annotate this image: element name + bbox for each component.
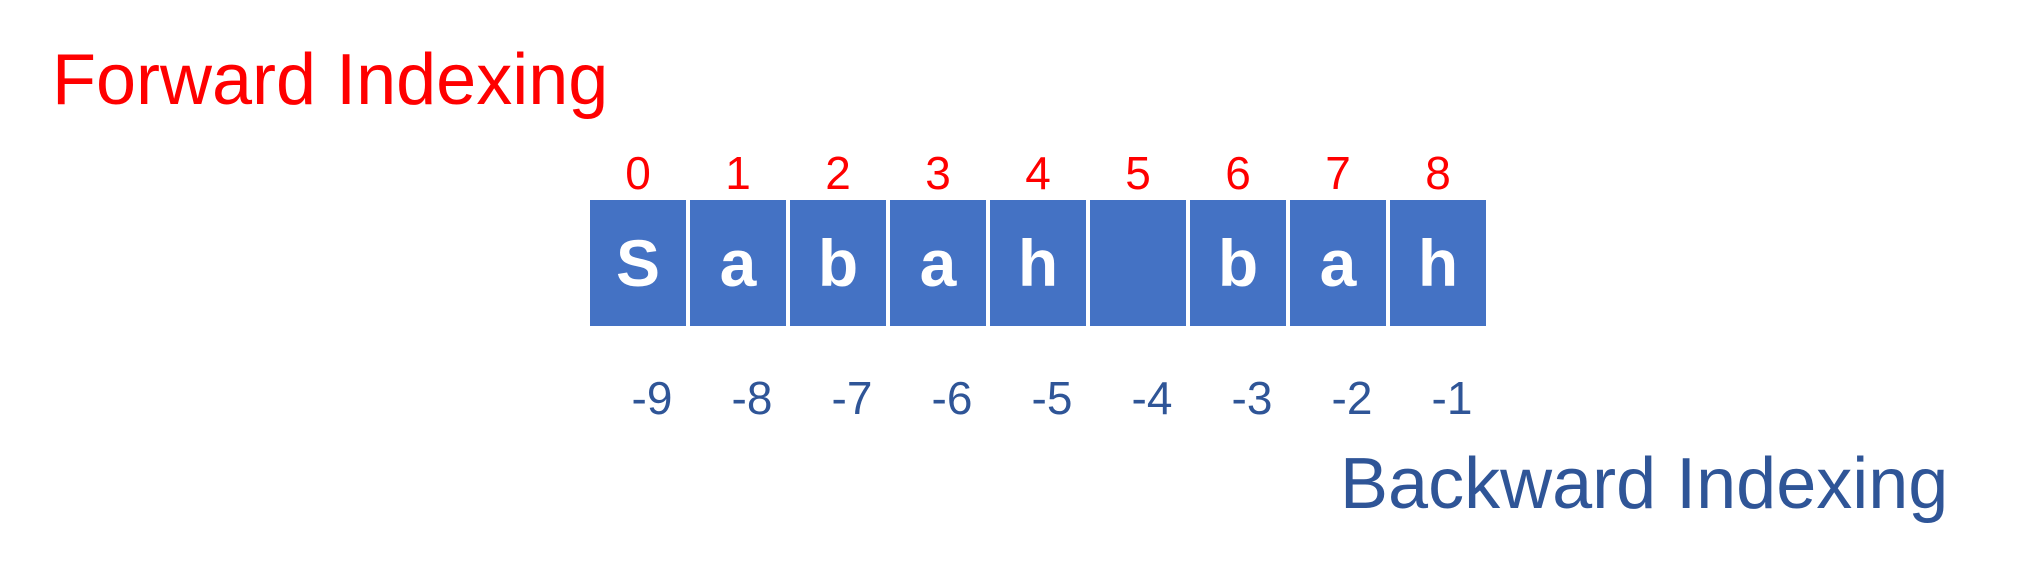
backward-index-1: -8 xyxy=(731,372,773,424)
forward-index-4: 4 xyxy=(1025,147,1051,199)
forward-indexing-title: Forward Indexing xyxy=(52,40,609,120)
backward-index-6: -3 xyxy=(1231,372,1273,424)
char-cell-0: S xyxy=(590,200,686,326)
forward-index-6: 6 xyxy=(1225,147,1251,199)
backward-index-0: -9 xyxy=(631,372,673,424)
forward-index-8: 8 xyxy=(1425,147,1451,199)
backward-index-3: -6 xyxy=(931,372,973,424)
forward-index-row: 0 1 2 3 4 5 6 7 8 xyxy=(590,145,1486,201)
char-cell-2: b xyxy=(790,200,886,326)
string-cells-row: S a b a h b a h xyxy=(590,200,1486,326)
char-cell-5 xyxy=(1090,200,1186,326)
char-cell-7: a xyxy=(1290,200,1386,326)
forward-index-3: 3 xyxy=(925,147,951,199)
backward-indexing-title: Backward Indexing xyxy=(1340,444,1949,524)
backward-index-5: -4 xyxy=(1131,372,1173,424)
backward-index-2: -7 xyxy=(831,372,873,424)
backward-index-4: -5 xyxy=(1031,372,1073,424)
forward-index-0: 0 xyxy=(625,147,651,199)
forward-index-1: 1 xyxy=(725,147,751,199)
forward-index-7: 7 xyxy=(1325,147,1351,199)
char-cell-3: a xyxy=(890,200,986,326)
backward-index-7: -2 xyxy=(1331,372,1373,424)
char-cell-8: h xyxy=(1390,200,1486,326)
backward-index-8: -1 xyxy=(1431,372,1473,424)
forward-index-2: 2 xyxy=(825,147,851,199)
char-cell-6: b xyxy=(1190,200,1286,326)
char-cell-1: a xyxy=(690,200,786,326)
char-cell-4: h xyxy=(990,200,1086,326)
forward-index-5: 5 xyxy=(1125,147,1151,199)
backward-index-row: -9 -8 -7 -6 -5 -4 -3 -2 -1 xyxy=(590,370,1486,426)
